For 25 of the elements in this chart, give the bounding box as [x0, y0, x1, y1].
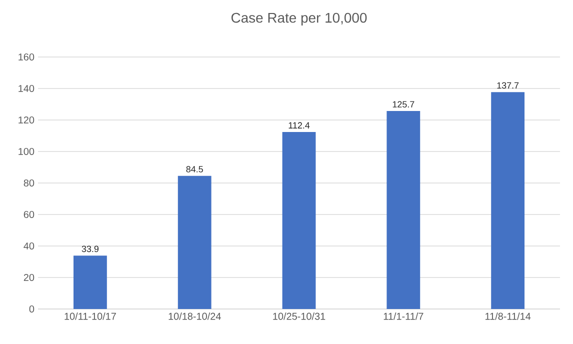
x-tick-label: 10/25-10/31 — [273, 312, 326, 320]
bar — [491, 92, 525, 309]
data-label: 125.7 — [392, 101, 414, 108]
x-tick-label: 10/18-10/24 — [168, 312, 221, 320]
y-tick-label: 20 — [24, 274, 34, 282]
bar — [178, 176, 212, 309]
x-tick-label: 11/1-11/7 — [384, 312, 424, 320]
y-tick-label: 100 — [18, 148, 34, 156]
bar — [386, 111, 420, 309]
data-label: 33.9 — [82, 246, 99, 252]
data-label: 112.4 — [288, 122, 310, 128]
x-tick-label: 10/11-10/17 — [64, 312, 116, 320]
y-tick-label: 120 — [18, 116, 34, 124]
x-tick-label: 11/8-11/14 — [485, 312, 531, 320]
y-tick-label: 40 — [24, 242, 34, 250]
bar — [282, 132, 316, 309]
y-tick-label: 60 — [24, 210, 34, 218]
y-tick-label: 160 — [18, 53, 34, 61]
y-tick-label: 0 — [29, 305, 34, 313]
data-label: 84.5 — [186, 166, 203, 172]
bar — [74, 256, 107, 309]
y-tick-label: 80 — [24, 179, 34, 187]
chart-title: Case Rate per 10,000 — [231, 12, 367, 26]
data-label: 137.7 — [497, 82, 519, 89]
y-tick-label: 140 — [18, 84, 34, 92]
